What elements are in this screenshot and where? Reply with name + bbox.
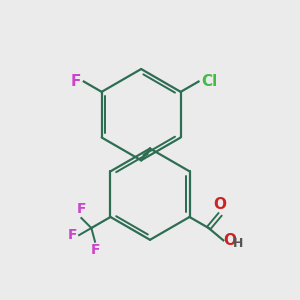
Text: F: F (67, 228, 77, 242)
Text: F: F (70, 74, 81, 89)
Text: H: H (233, 237, 244, 250)
Text: O: O (214, 197, 226, 212)
Text: F: F (90, 243, 100, 257)
Text: Cl: Cl (202, 74, 218, 89)
Text: F: F (76, 202, 86, 216)
Text: O: O (223, 233, 236, 248)
